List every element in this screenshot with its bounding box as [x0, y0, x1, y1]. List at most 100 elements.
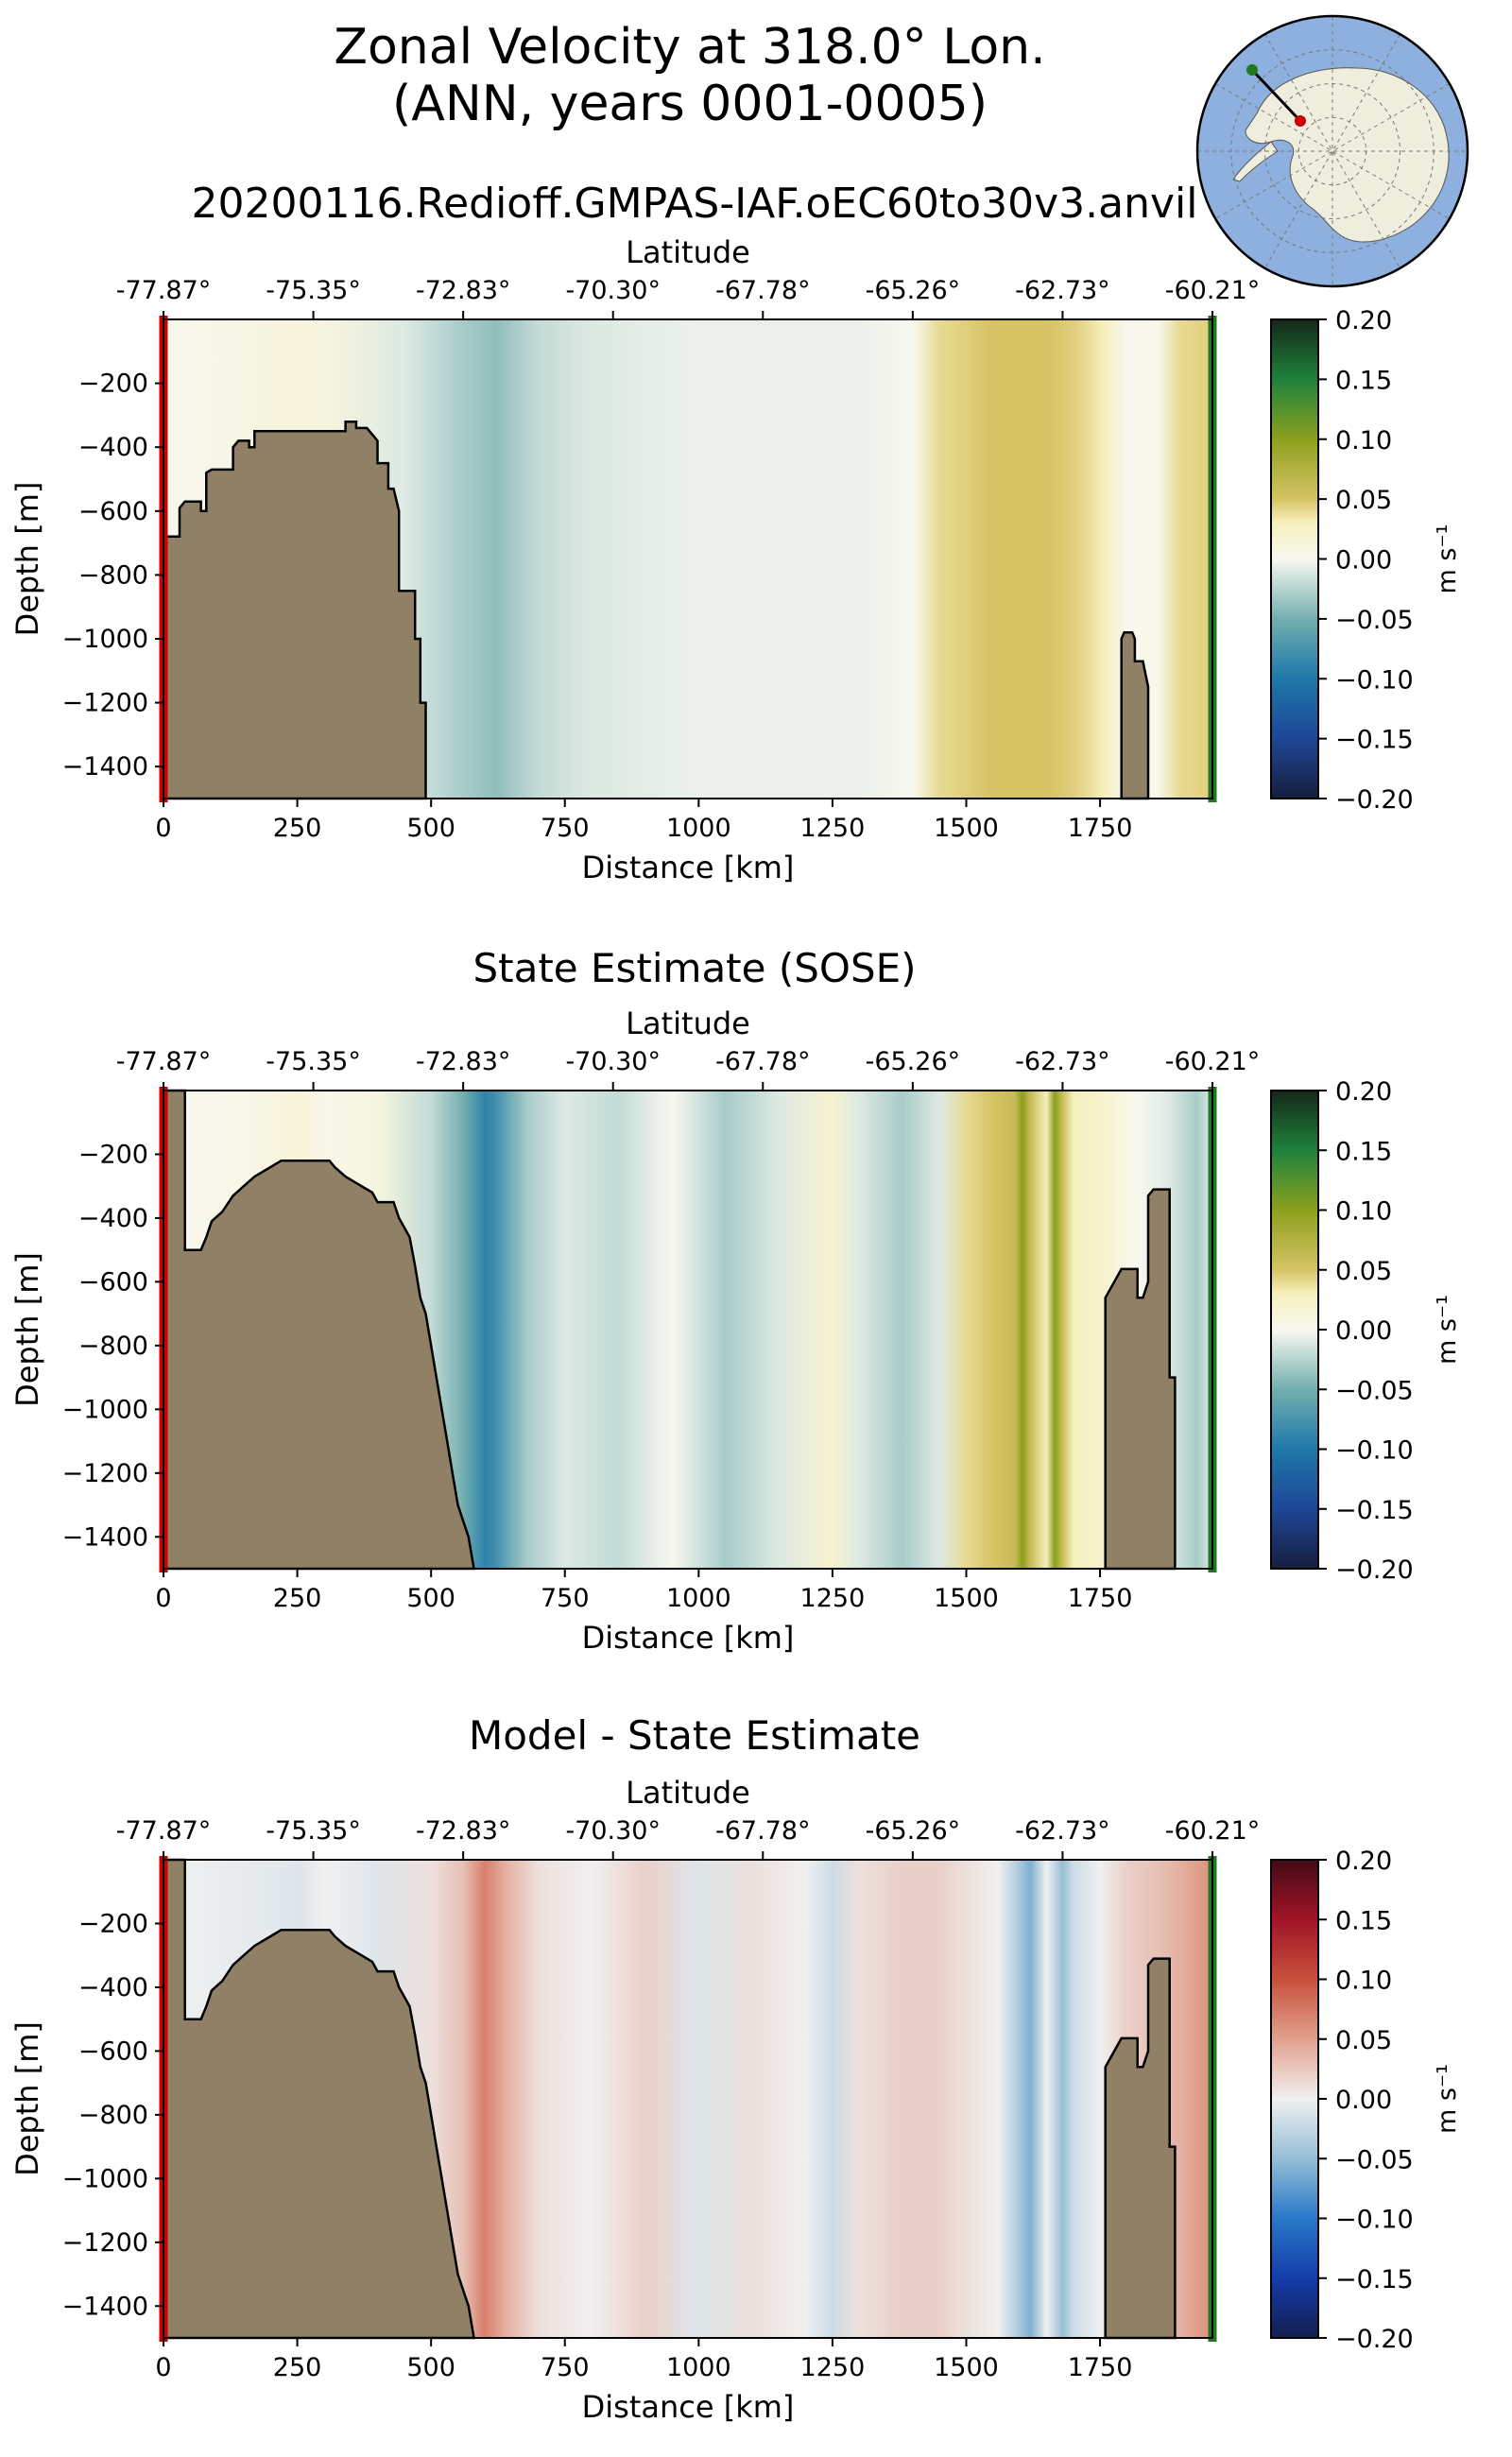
main-title-line2: (ANN, years 0001-0005) [391, 76, 988, 132]
colorbar-label: m s⁻¹ [1433, 1295, 1462, 1365]
lat-tick-label: -75.35° [266, 1047, 361, 1076]
bathymetry-west [162, 420, 427, 800]
colorbar-tick-label: 0.15 [1335, 366, 1392, 395]
lat-tick-label: -75.35° [266, 1816, 361, 1846]
bathymetry-west [162, 1089, 475, 1571]
colorbar-tick-label: −0.10 [1335, 1436, 1414, 1466]
colorbar-tick-label: −0.15 [1335, 726, 1414, 755]
lat-tick-label: -72.83° [416, 1816, 511, 1846]
lat-tick-label: -62.73° [1015, 276, 1110, 305]
y-tick-label: −1200 [62, 1459, 148, 1488]
x-tick-label: 1250 [800, 1584, 866, 1613]
y-tick-label: −1400 [62, 1522, 148, 1552]
y-tick-label: −600 [78, 497, 148, 526]
x-tick-label: 750 [541, 2353, 590, 2382]
x-tick-label: 1000 [666, 2353, 731, 2382]
x-tick-label: 0 [155, 2353, 171, 2382]
colorbar-tick-label: 0.20 [1335, 306, 1392, 335]
lat-tick-label: -72.83° [416, 1047, 511, 1076]
y-tick-label: −800 [78, 560, 148, 590]
panel-2-title: State Estimate (SOSE) [472, 945, 917, 991]
y-tick-label: −400 [78, 1204, 148, 1233]
y-tick-label: −600 [78, 2036, 148, 2066]
top-axis-label: Latitude [626, 234, 750, 270]
lat-tick-label: -72.83° [416, 276, 511, 305]
lat-tick-label: -67.78° [715, 276, 811, 305]
colorbar-label: m s⁻¹ [1433, 2064, 1462, 2134]
x-tick-label: 750 [541, 1584, 590, 1613]
colorbar-tick-label: 0.20 [1335, 1077, 1392, 1107]
x-tick-label: 1750 [1068, 814, 1133, 843]
lat-tick-label: -60.21° [1165, 1816, 1261, 1846]
bathymetry-east [1104, 1957, 1177, 2340]
x-tick-label: 1500 [934, 1584, 999, 1613]
x-tick-label: 750 [541, 814, 590, 843]
lat-tick-label: -70.30° [565, 276, 661, 305]
x-tick-label: 1250 [800, 2353, 866, 2382]
colorbar-tick-label: −0.05 [1335, 2145, 1414, 2174]
lat-tick-label: -67.78° [715, 1816, 811, 1846]
lat-tick-label: -62.73° [1015, 1047, 1110, 1076]
plot-frame [163, 318, 1213, 799]
colorbar-tick-label: −0.20 [1335, 2325, 1414, 2354]
x-tick-label: 1500 [934, 814, 999, 843]
main-title: Zonal Velocity at 318.0° Lon. (ANN, year… [0, 19, 1380, 132]
panel-1: 0 250 500 750 1000 1250 1500 1750 Distance [km] −… [9, 234, 1462, 885]
colorbar-tick-label: −0.10 [1335, 2206, 1414, 2235]
run-name-title: 20200116.Redioff.GMPAS-IAF.oEC60to30v3.a… [191, 180, 1198, 228]
colorbar-tick-label: −0.05 [1335, 606, 1414, 635]
x-tick-label: 1750 [1068, 2353, 1133, 2382]
y-tick-label: −1400 [62, 2292, 148, 2321]
x-axis-label: Distance [km] [582, 850, 795, 885]
colorbar [1270, 318, 1319, 799]
y-tick-label: −1000 [62, 1395, 148, 1424]
bathymetry-east [1104, 1188, 1177, 1571]
x-tick-label: 250 [273, 2353, 322, 2382]
lat-tick-label: -67.78° [715, 1047, 811, 1076]
colorbar-tick-label: 0.10 [1335, 1197, 1392, 1227]
lat-tick-label: -77.87° [116, 1047, 212, 1076]
y-tick-label: −400 [78, 433, 148, 462]
y-tick-label: −200 [78, 1909, 148, 1938]
lat-tick-label: -77.87° [116, 1816, 212, 1846]
colorbar-tick-label: 0.20 [1335, 1847, 1392, 1876]
colorbar [1270, 1859, 1319, 2339]
colorbar [1270, 1090, 1319, 1570]
colorbar-tick-label: 0.05 [1335, 1257, 1392, 1286]
panel-3-title: Model - State Estimate [469, 1712, 920, 1759]
panel-3: 0 250 500 750 1000 1250 1500 1750 Distance [km] −… [9, 1775, 1462, 2425]
x-tick-label: 1000 [666, 1584, 731, 1613]
colorbar-tick-label: −0.05 [1335, 1376, 1414, 1405]
y-tick-label: −1400 [62, 752, 148, 782]
y-axis-label: Depth [m] [9, 1252, 45, 1407]
y-tick-label: −200 [78, 1140, 148, 1169]
lat-tick-label: -77.87° [116, 276, 212, 305]
colorbar-tick-label: 0.00 [1335, 1316, 1392, 1346]
x-tick-label: 250 [273, 1584, 322, 1613]
y-tick-label: −1200 [62, 689, 148, 718]
x-axis-label: Distance [km] [582, 2389, 795, 2425]
x-tick-label: 1000 [666, 814, 731, 843]
y-axis-label: Depth [m] [9, 482, 45, 637]
lat-tick-label: -70.30° [565, 1816, 661, 1846]
lat-tick-label: -65.26° [866, 1816, 961, 1846]
x-tick-label: 250 [273, 814, 322, 843]
x-tick-label: 500 [406, 1584, 455, 1613]
x-tick-label: 0 [155, 1584, 171, 1613]
colorbar-tick-label: 0.05 [1335, 486, 1392, 515]
colorbar-tick-label: −0.15 [1335, 1496, 1414, 1525]
main-title-line1: Zonal Velocity at 318.0° Lon. [334, 19, 1046, 76]
panel-2: 0 250 500 750 1000 1250 1500 1750 Distance [km] −… [9, 1005, 1462, 1656]
lat-tick-label: -65.26° [866, 276, 961, 305]
x-axis-label: Distance [km] [582, 1620, 795, 1656]
colorbar-tick-label: 0.15 [1335, 1906, 1392, 1935]
colorbar-tick-label: −0.15 [1335, 2265, 1414, 2294]
x-tick-label: 500 [406, 2353, 455, 2382]
colorbar-tick-label: −0.20 [1335, 785, 1414, 815]
plot-frame [163, 1090, 1213, 1570]
x-tick-label: 1500 [934, 2353, 999, 2382]
x-tick-label: 0 [155, 814, 171, 843]
colorbar-tick-label: 0.05 [1335, 2026, 1392, 2055]
y-tick-label: −800 [78, 2101, 148, 2130]
